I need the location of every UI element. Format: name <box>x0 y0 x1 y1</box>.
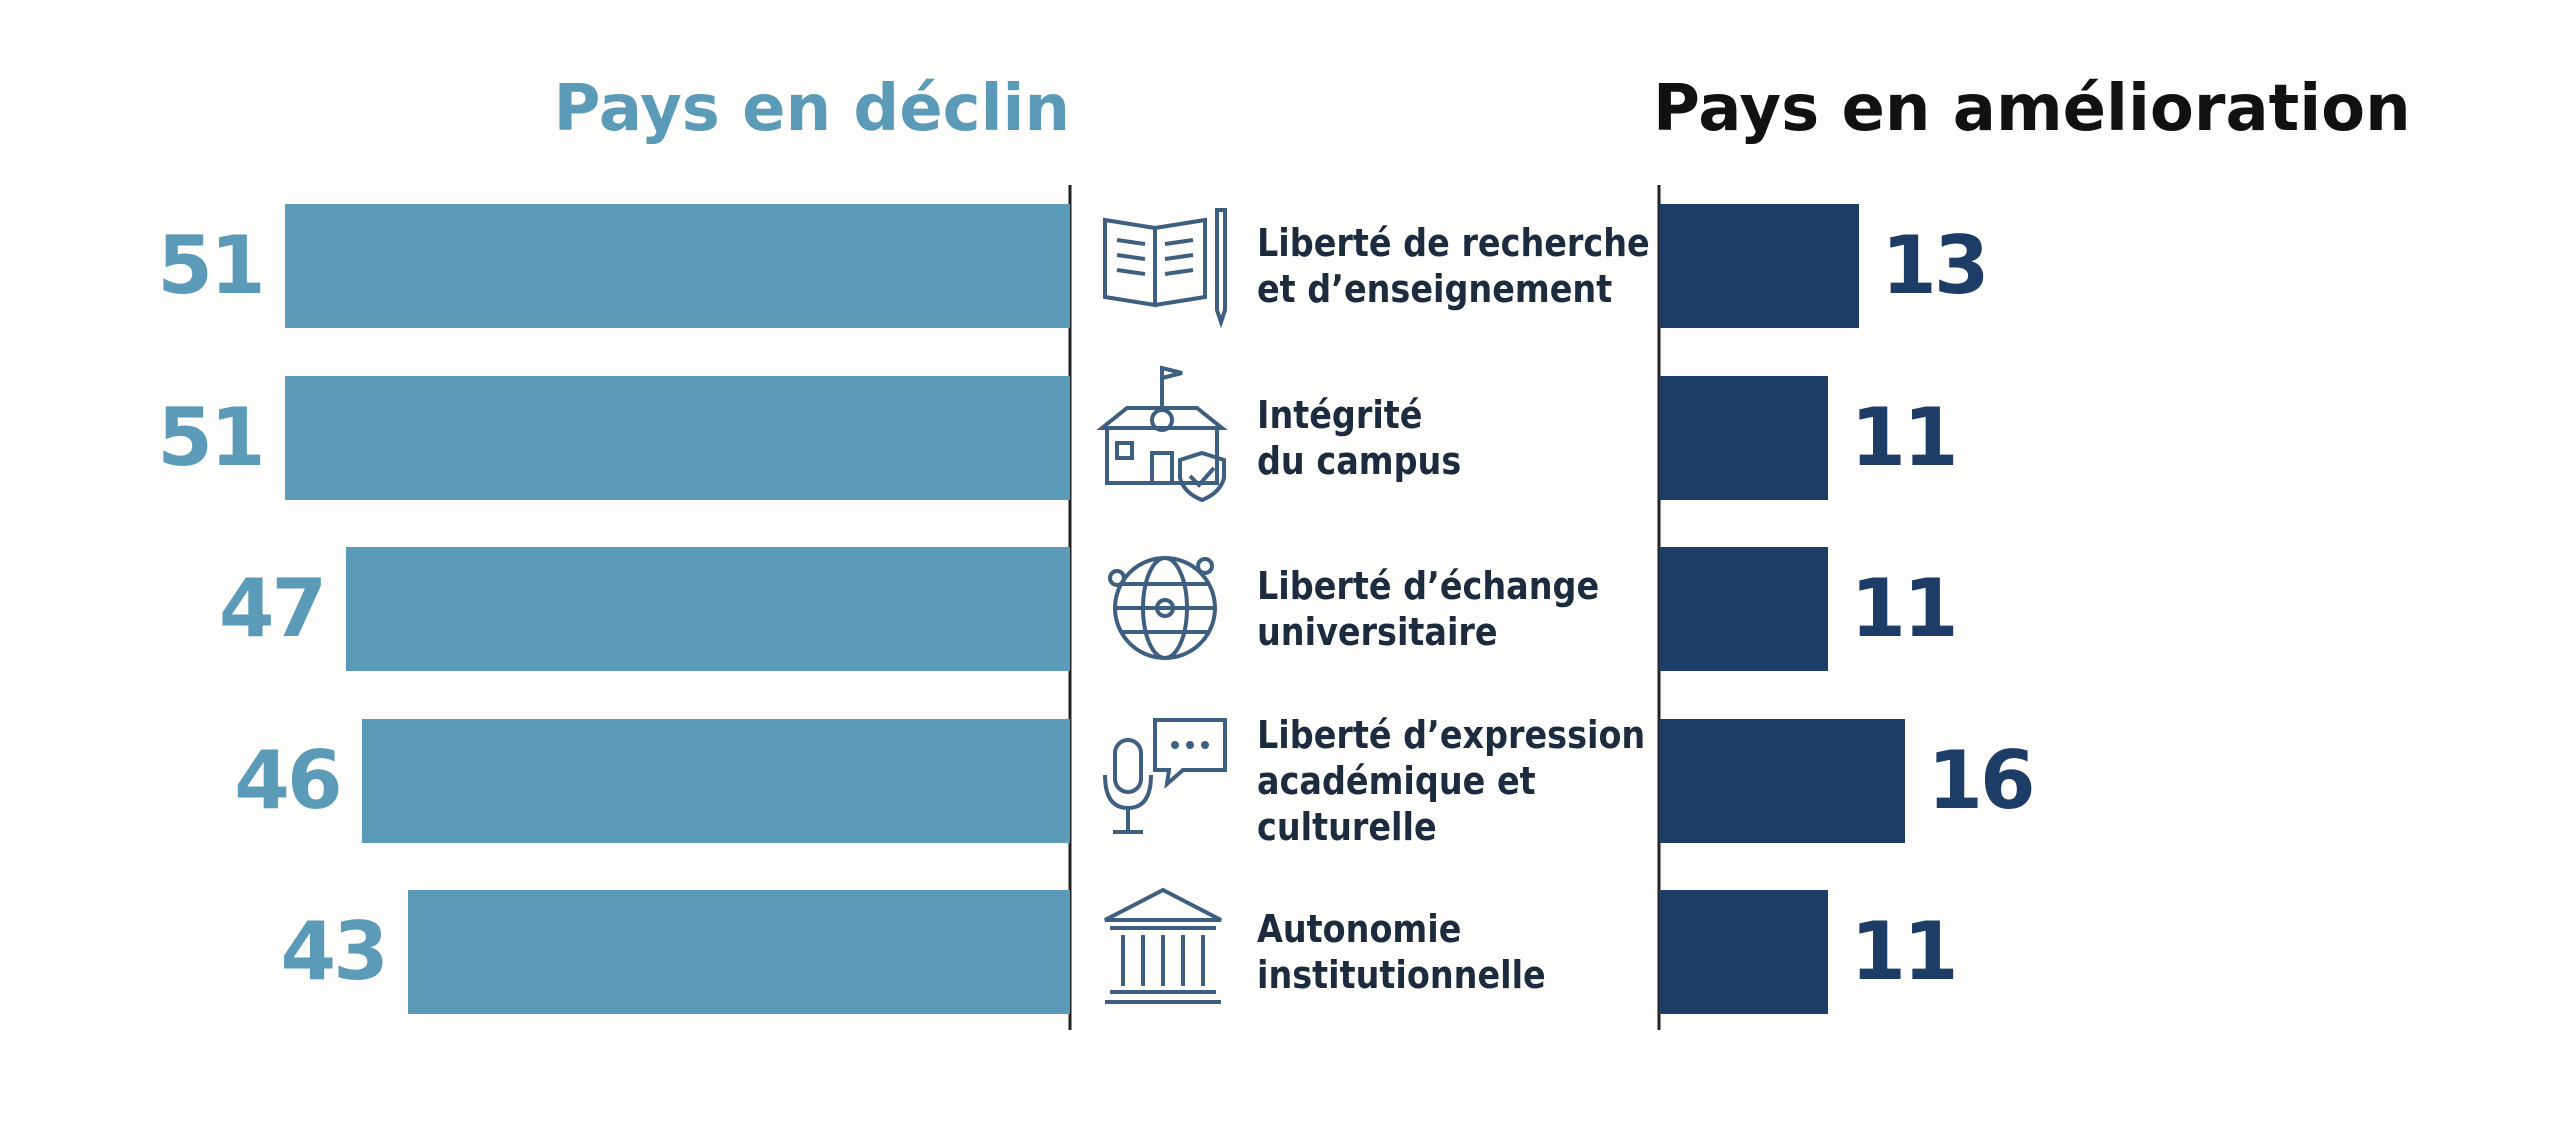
bar <box>1659 718 1906 843</box>
value-label: 16 <box>1927 733 2035 827</box>
value-label: 43 <box>280 905 388 998</box>
category-label: Intégrité du campus <box>1257 376 1461 500</box>
category-label: Autonomie institutionnelle <box>1257 890 1546 1014</box>
bar <box>361 718 1070 843</box>
category-text: Autonomie institutionnelle <box>1257 907 1546 997</box>
building-icon <box>1104 887 1222 1004</box>
header: Pays en amélioration <box>1653 72 2411 146</box>
category-text: Liberté d’échange universitaire <box>1257 564 1600 654</box>
value-label: 11 <box>1850 562 1958 655</box>
bar <box>407 890 1070 1014</box>
bar <box>346 547 1070 671</box>
globe-icon <box>1108 556 1217 660</box>
category-text: Liberté de recherche et d’enseignement <box>1257 221 1650 311</box>
category-label: Liberté d’échange universitaire <box>1257 547 1599 671</box>
value-label: 51 <box>157 390 265 484</box>
header: Pays en déclin <box>553 72 1070 146</box>
book-icon <box>1103 208 1227 329</box>
value-label: 47 <box>218 562 327 655</box>
value-label: 11 <box>1850 390 1958 484</box>
value-label: 11 <box>1850 905 1958 998</box>
value-label: 13 <box>1881 219 1989 312</box>
bar <box>284 375 1070 500</box>
bar <box>1659 204 1860 328</box>
category-text: Intégrité du campus <box>1257 392 1462 483</box>
bar <box>1659 890 1829 1014</box>
category-label: Liberté de recherche et d’enseignement <box>1257 204 1650 328</box>
bar <box>1659 547 1829 671</box>
bar <box>284 204 1070 328</box>
value-label: 51 <box>157 219 265 312</box>
bar <box>1659 375 1829 500</box>
mic-icon <box>1103 718 1227 834</box>
campus-icon <box>1096 365 1228 503</box>
category-text: Liberté d’expression académique et cultu… <box>1257 712 1646 849</box>
category-label: Liberté d’expression académique et cultu… <box>1257 713 1645 849</box>
value-label: 46 <box>234 733 342 827</box>
